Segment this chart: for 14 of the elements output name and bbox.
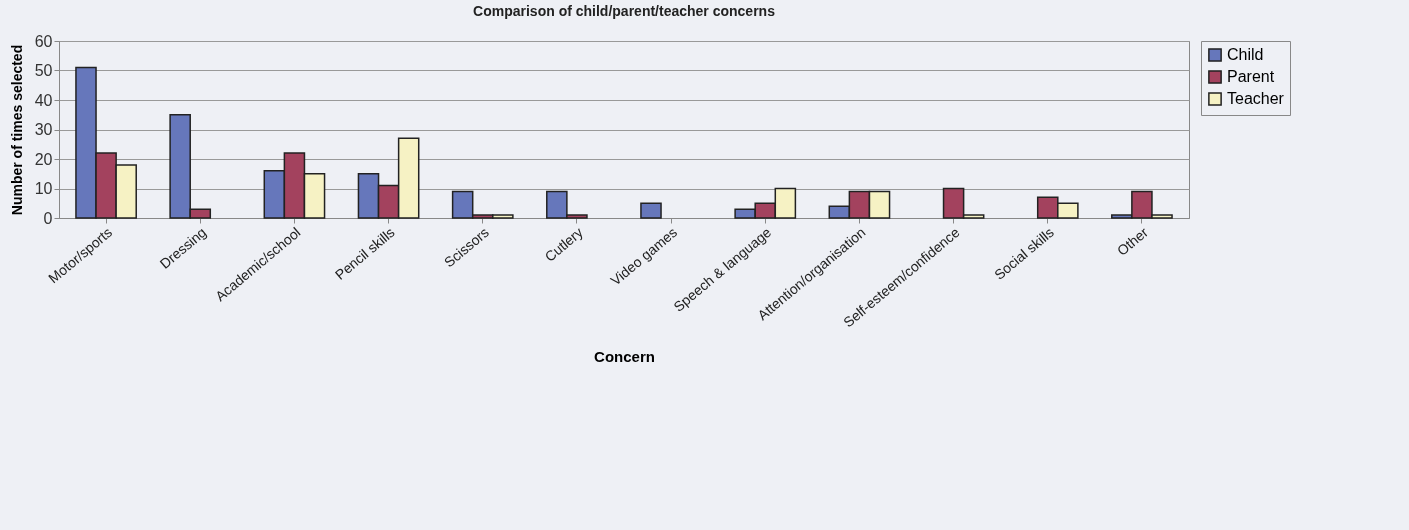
y-tick-label: 10 (34, 180, 53, 197)
y-tick-label: 0 (43, 209, 53, 227)
y-tick-label: 40 (34, 91, 53, 109)
x-axis-title: Concern (594, 348, 655, 366)
legend-label: Parent (1227, 68, 1275, 85)
legend-label: Teacher (1227, 90, 1285, 107)
y-axis-title: Number of times selected (8, 44, 25, 216)
bar (640, 202, 662, 219)
y-tick-label: 60 (34, 32, 53, 50)
y-tick-label: 50 (34, 62, 53, 79)
chart-title: Comparison of child/parent/teacher concerns (473, 3, 776, 19)
y-tick-label: 20 (34, 150, 53, 168)
y-tick-label: 30 (34, 121, 53, 138)
legend-label: Child (1227, 46, 1264, 63)
